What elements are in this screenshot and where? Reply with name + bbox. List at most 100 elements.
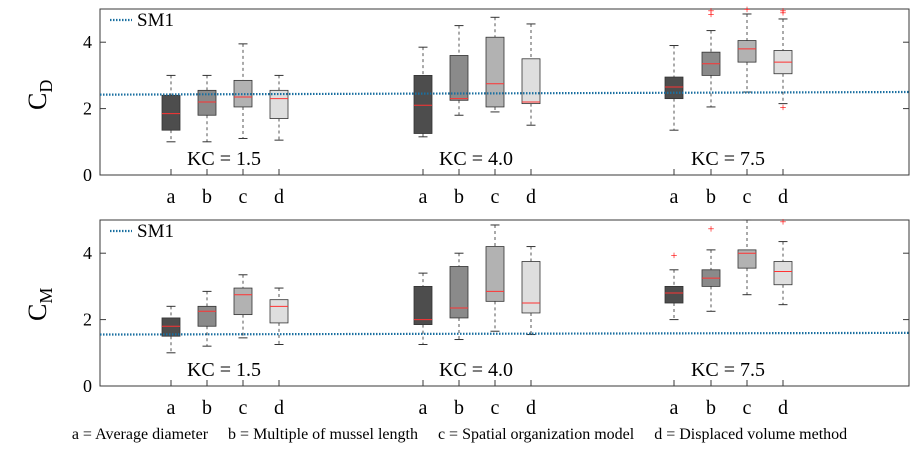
category-label: b xyxy=(202,397,212,419)
box-body xyxy=(449,266,469,319)
category-label: c xyxy=(743,397,752,419)
outlier-point: + xyxy=(708,7,715,21)
caption-c: c = Spatial organization model xyxy=(437,426,635,443)
caption-b: b = Multiple of mussel length xyxy=(228,426,418,443)
box-a: + xyxy=(664,248,684,321)
box-c xyxy=(233,274,253,339)
box-d xyxy=(521,23,541,126)
sm1-reference-line xyxy=(99,331,910,336)
box-body xyxy=(485,36,505,108)
box-body xyxy=(737,40,757,63)
box-body xyxy=(737,249,757,269)
outlier-point: + xyxy=(780,215,787,229)
box-c xyxy=(485,224,505,332)
category-label: a xyxy=(167,186,176,208)
box-body xyxy=(485,246,505,302)
box-body xyxy=(449,55,469,101)
legend: SM1 xyxy=(110,10,174,31)
category-label: a xyxy=(167,397,176,419)
box-body xyxy=(521,261,541,314)
outlier-point: + xyxy=(780,5,787,19)
y-tick-label: 4 xyxy=(83,243,92,263)
y-tick-label: 2 xyxy=(83,99,92,119)
category-label: d xyxy=(274,186,284,208)
box-a xyxy=(161,74,181,143)
category-label: a xyxy=(419,397,428,419)
category-label: b xyxy=(202,186,212,208)
category-label: d xyxy=(778,397,788,419)
group-label: KC = 1.5 xyxy=(187,148,261,170)
panel-CM: 0 2 4 CM KC = 1.5 a b c d KC = 4.0 a b c d + + + KC = 7.5… xyxy=(23,215,910,419)
box-c xyxy=(485,16,505,113)
category-label: b xyxy=(706,186,716,208)
box-body xyxy=(233,287,253,316)
box-a xyxy=(161,305,181,354)
category-label: c xyxy=(491,186,500,208)
box-a xyxy=(413,46,433,138)
y-tick-label: 0 xyxy=(83,165,92,185)
category-label: c xyxy=(743,186,752,208)
axes-frame xyxy=(99,8,910,176)
caption-d: d = Displaced volume method xyxy=(654,426,848,443)
category-label: b xyxy=(706,397,716,419)
category-label: c xyxy=(239,397,248,419)
y-tick-label: 4 xyxy=(83,32,92,52)
box-a xyxy=(664,45,684,131)
box-body xyxy=(521,58,541,105)
outlier-point: + xyxy=(671,248,678,262)
legend-label: SM1 xyxy=(137,10,174,31)
group-label: KC = 7.5 xyxy=(691,359,765,381)
axes-frame xyxy=(99,219,910,387)
category-label: d xyxy=(526,186,536,208)
legend-label: SM1 xyxy=(137,221,174,242)
box-b xyxy=(197,290,217,347)
box-body xyxy=(233,79,253,108)
category-label: d xyxy=(778,186,788,208)
box-c: + xyxy=(737,2,757,93)
box-body xyxy=(161,317,181,337)
box-b: ++ xyxy=(701,4,721,108)
box-body xyxy=(269,299,289,324)
outlier-point: + xyxy=(744,2,751,16)
category-label: a xyxy=(670,186,679,208)
y-axis-label: CM xyxy=(23,288,56,321)
outlier-point: + xyxy=(780,100,787,114)
box-b xyxy=(449,252,469,341)
outlier-point: + xyxy=(708,221,715,235)
caption-a: a = Average diameter xyxy=(71,426,209,443)
group-label: KC = 7.5 xyxy=(691,148,765,170)
category-label: c xyxy=(239,186,248,208)
box-c xyxy=(233,43,253,139)
box-d: + xyxy=(773,215,793,306)
box-d: +++ xyxy=(773,4,793,114)
group-label: KC = 4.0 xyxy=(439,359,513,381)
category-label: a xyxy=(419,186,428,208)
box-body xyxy=(413,285,433,325)
box-a xyxy=(413,272,433,345)
y-axis-label: CD xyxy=(23,80,56,110)
figure-caption: a = Average diameter b = Multiple of mus… xyxy=(0,426,919,444)
group-label: KC = 4.0 xyxy=(439,148,513,170)
box-body xyxy=(161,94,181,131)
box-body xyxy=(664,76,684,100)
box-c xyxy=(737,219,757,296)
y-tick-label: 0 xyxy=(83,376,92,396)
legend: SM1 xyxy=(110,221,174,242)
box-body xyxy=(664,285,684,304)
box-b xyxy=(197,74,217,143)
outlier-point: + xyxy=(708,4,715,18)
box-body xyxy=(197,305,217,327)
box-d xyxy=(521,246,541,336)
box-d xyxy=(269,74,289,141)
group-label: KC = 1.5 xyxy=(187,359,261,381)
sm1-reference-line xyxy=(99,90,910,96)
category-label: b xyxy=(454,397,464,419)
y-tick-label: 2 xyxy=(83,310,92,330)
box-d xyxy=(269,287,289,345)
category-label: a xyxy=(670,397,679,419)
box-body xyxy=(773,261,793,286)
box-body xyxy=(413,75,433,134)
category-label: b xyxy=(454,186,464,208)
